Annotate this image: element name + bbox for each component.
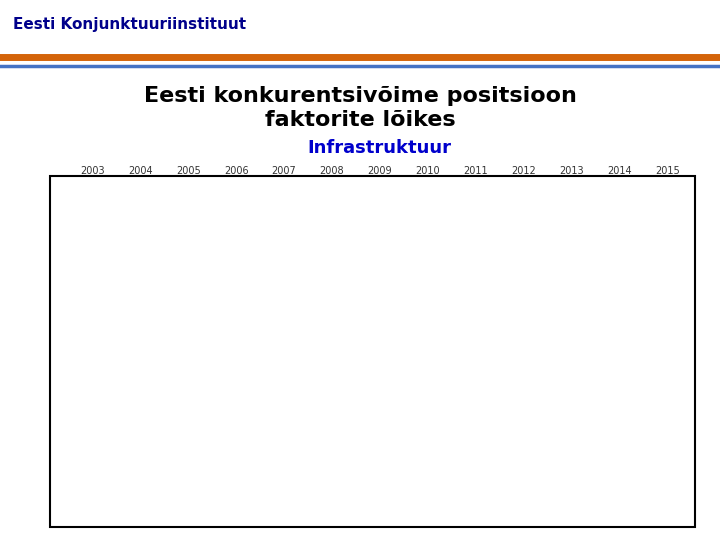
Text: 43: 43: [490, 434, 506, 447]
Text: 2009: 2009: [554, 339, 591, 352]
Text: Tervishoid ja keskkond: Tervishoid ja keskkond: [94, 466, 234, 479]
Text: Baasinfrastruktuur: Baasinfrastruktuur: [94, 370, 210, 383]
Text: 31: 31: [229, 242, 243, 253]
Text: 37: 37: [643, 466, 659, 479]
Text: 30: 30: [490, 370, 506, 383]
Text: 29: 29: [643, 402, 659, 415]
Text: 22: 22: [565, 498, 581, 511]
Text: 31: 31: [276, 242, 291, 253]
Text: 25: 25: [565, 402, 581, 415]
Text: Tehnoloogiline infrastruktuur: Tehnoloogiline infrastruktuur: [94, 402, 273, 415]
Title: Infrastruktuur: Infrastruktuur: [307, 139, 452, 157]
Text: 32: 32: [564, 253, 579, 263]
Text: Allfaktorite lõikes: Allfaktorite lõikes: [75, 339, 208, 352]
Text: 13: 13: [643, 498, 659, 511]
Text: 28: 28: [490, 402, 506, 415]
Text: 26: 26: [565, 370, 581, 383]
Text: 30: 30: [612, 232, 626, 242]
Text: Haridus: Haridus: [94, 498, 141, 511]
Text: 37: 37: [643, 370, 659, 383]
Text: 30: 30: [85, 232, 99, 242]
Text: 29: 29: [133, 221, 148, 231]
Text: Eesti Konjunktuuriinstituut: Eesti Konjunktuuriinstituut: [13, 17, 246, 32]
Text: Eesti konkurentsivõime positsioon
faktorite lõikes: Eesti konkurentsivõime positsioon faktor…: [143, 86, 577, 130]
Text: 33: 33: [469, 264, 483, 274]
Text: 28: 28: [372, 211, 387, 221]
Text: 38: 38: [565, 434, 581, 447]
Text: 31: 31: [565, 466, 581, 479]
Text: 32: 32: [660, 253, 675, 263]
Text: 2015: 2015: [632, 339, 669, 352]
Text: 2006: 2006: [480, 339, 516, 352]
Text: 38: 38: [643, 434, 659, 447]
Text: 21: 21: [490, 498, 506, 511]
Text: 27: 27: [420, 200, 435, 210]
Text: 32: 32: [516, 253, 531, 263]
Text: 50: 50: [490, 466, 506, 479]
Text: Teaduslik infrastruktuur: Teaduslik infrastruktuur: [94, 434, 241, 447]
Text: 26: 26: [325, 190, 339, 199]
Text: 33: 33: [181, 264, 195, 274]
